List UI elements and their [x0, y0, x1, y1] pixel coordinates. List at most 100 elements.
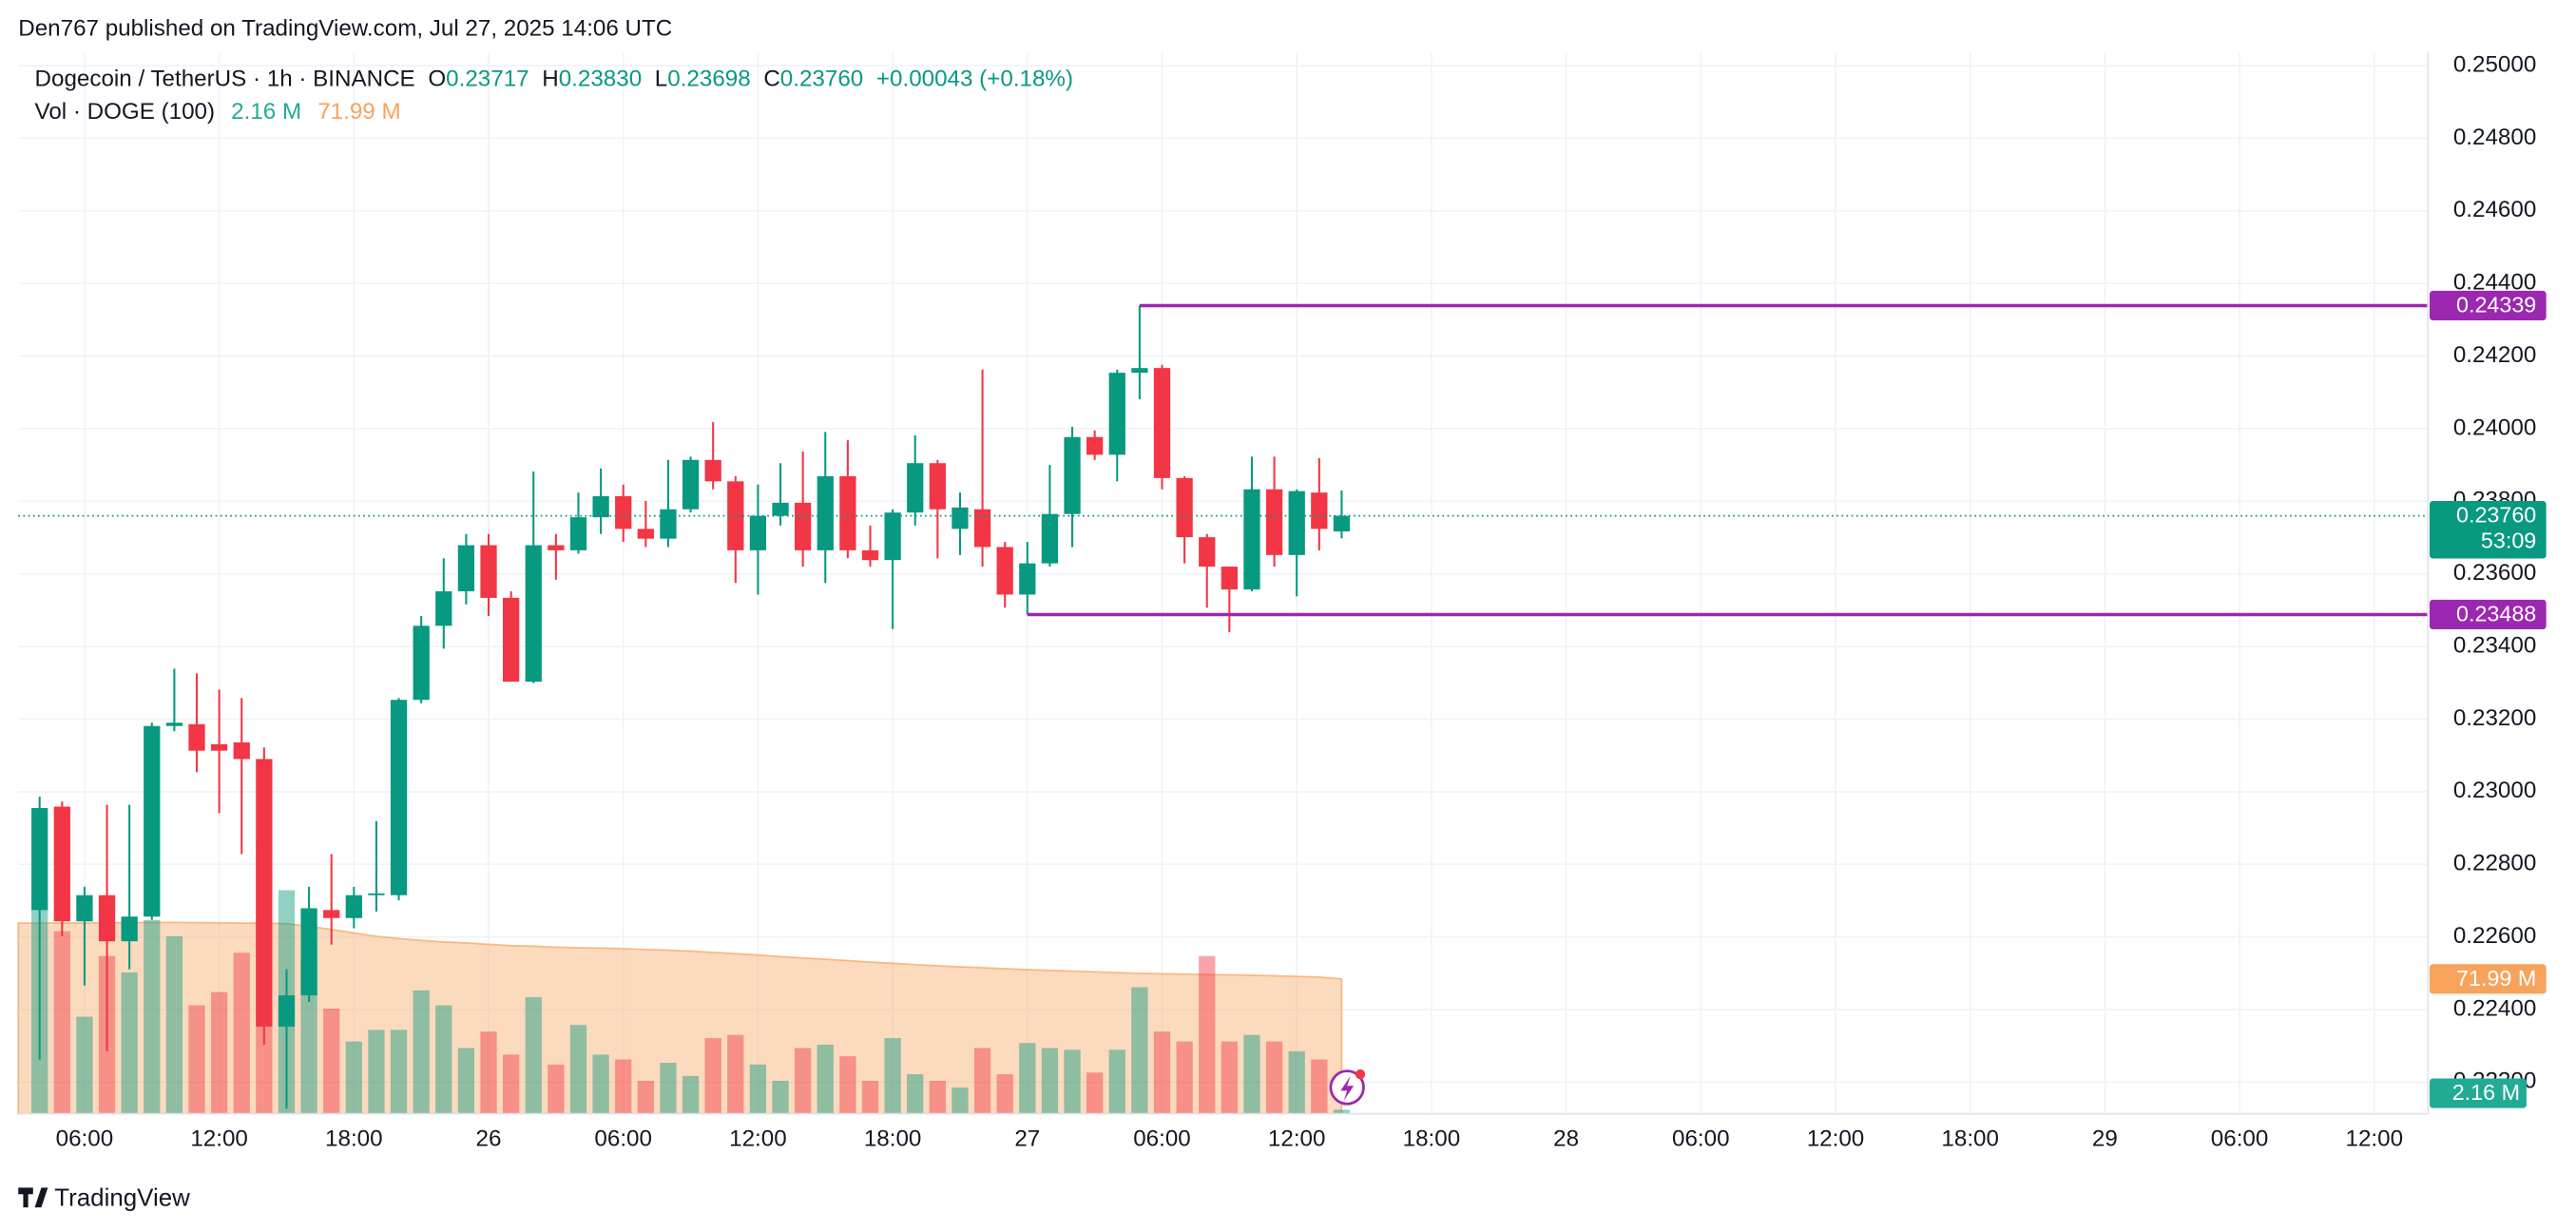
candle-body — [1288, 491, 1305, 555]
y-tick-label: 0.23400 — [2453, 632, 2536, 658]
volume-legend: Vol · DOGE (100) 2.16 M 71.99 M — [35, 100, 401, 125]
x-tick-label: 06:00 — [1672, 1126, 1730, 1152]
brand-name: TradingView — [54, 1184, 190, 1211]
replay-icon[interactable] — [1329, 1068, 1366, 1106]
x-tick-label: 18:00 — [864, 1126, 922, 1152]
candle-body — [457, 545, 475, 592]
volume-ma-tag-label: 71.99 M — [2456, 966, 2536, 991]
volume-bar — [1221, 1041, 1238, 1114]
candle-body — [704, 459, 721, 482]
volume-bar — [1333, 1109, 1351, 1114]
volume-bar — [660, 1063, 677, 1114]
candle-body — [98, 895, 116, 942]
candle-body — [1153, 368, 1171, 478]
candle-body — [592, 495, 609, 518]
candle-body — [795, 502, 812, 550]
countdown-label: 53:09 — [2481, 528, 2536, 552]
volume-bar — [345, 1041, 362, 1114]
volume-bar — [1131, 987, 1148, 1114]
candle-body — [210, 743, 228, 751]
candle-body — [76, 895, 93, 922]
candle-body — [1131, 368, 1148, 374]
candle-body — [121, 916, 138, 942]
candle-body — [502, 597, 520, 683]
candle-body — [278, 995, 296, 1027]
legend-label: O — [428, 67, 446, 92]
x-tick-label: 12:00 — [190, 1126, 248, 1152]
legend-value: 0.23698 — [667, 67, 750, 92]
volume-bar — [144, 919, 161, 1114]
candle-body — [31, 808, 48, 911]
candle-body — [996, 547, 1013, 595]
volume-bar — [1064, 1049, 1081, 1114]
volume-bar — [817, 1044, 834, 1114]
candle-body — [413, 626, 430, 701]
candle-body — [345, 895, 362, 918]
x-tick-label: 12:00 — [1268, 1126, 1326, 1152]
candle-body — [1265, 489, 1283, 555]
volume-bar — [1153, 1031, 1171, 1114]
volume-bar — [907, 1074, 924, 1114]
candle-body — [390, 700, 408, 895]
volume-bar — [525, 996, 542, 1114]
volume-bar — [1199, 955, 1216, 1114]
level-tag-label: 0.24339 — [2456, 292, 2536, 317]
volume-bar — [188, 1005, 205, 1114]
volume-bar — [884, 1038, 901, 1114]
legend-value: 0.23830 — [559, 67, 642, 92]
candle-body — [772, 502, 789, 516]
x-tick-label: 29 — [2092, 1126, 2118, 1152]
x-tick-label: 27 — [1014, 1126, 1040, 1152]
volume-tag-label: 2.16 M — [2452, 1080, 2520, 1105]
volume-bar — [839, 1056, 856, 1114]
y-tick-label: 0.22400 — [2453, 995, 2536, 1021]
candle-body — [569, 517, 587, 550]
candle-body — [1086, 436, 1104, 455]
volume-bar — [772, 1080, 789, 1114]
x-tick-label: 06:00 — [594, 1126, 652, 1152]
y-tick-label: 0.23200 — [2453, 705, 2536, 731]
x-tick-label: 12:00 — [2346, 1126, 2404, 1152]
candle-body — [480, 545, 497, 598]
candle-body — [548, 545, 565, 550]
y-tick-label: 0.23600 — [2453, 560, 2536, 586]
volume-bar — [929, 1080, 946, 1114]
x-tick-label: 06:00 — [2211, 1126, 2269, 1152]
level-tag — [2429, 599, 2547, 630]
candle-body — [749, 515, 767, 550]
candle-body — [727, 481, 744, 550]
volume-bar — [233, 953, 250, 1114]
candle-body — [884, 512, 901, 561]
volume-bar — [952, 1088, 969, 1114]
volume-bar — [1288, 1050, 1305, 1114]
volume-bar — [861, 1080, 879, 1114]
volume-ma-tag — [2429, 964, 2547, 994]
candle-body — [368, 893, 385, 895]
volume-bar — [1108, 1049, 1125, 1114]
symbol-title: Dogecoin / TetherUS · 1h · BINANCE — [35, 67, 415, 92]
brand-logo[interactable]: TradingView — [18, 1184, 190, 1211]
volume-tag — [2429, 1078, 2527, 1108]
candle-body — [817, 475, 834, 550]
candle-body — [300, 908, 317, 996]
volume-bar — [749, 1064, 767, 1114]
volume-bar — [165, 935, 183, 1114]
x-tick-label: 18:00 — [1403, 1126, 1461, 1152]
volume-bar — [1041, 1048, 1059, 1114]
legend-label: C — [763, 67, 779, 92]
volume-bar — [1019, 1043, 1036, 1114]
candle-body — [682, 459, 700, 510]
volume-bar — [704, 1038, 721, 1114]
volume-legend-value: 2.16 M — [231, 100, 301, 125]
candle-body — [256, 759, 273, 1027]
y-tick-label: 0.23000 — [2453, 778, 2536, 803]
candle-body — [660, 509, 677, 539]
volume-bar — [1243, 1034, 1260, 1114]
volume-bar — [592, 1054, 609, 1114]
candle-body — [1041, 513, 1059, 564]
candle-body — [1221, 567, 1238, 590]
candle-body — [1176, 477, 1193, 538]
volume-bar — [795, 1048, 812, 1114]
